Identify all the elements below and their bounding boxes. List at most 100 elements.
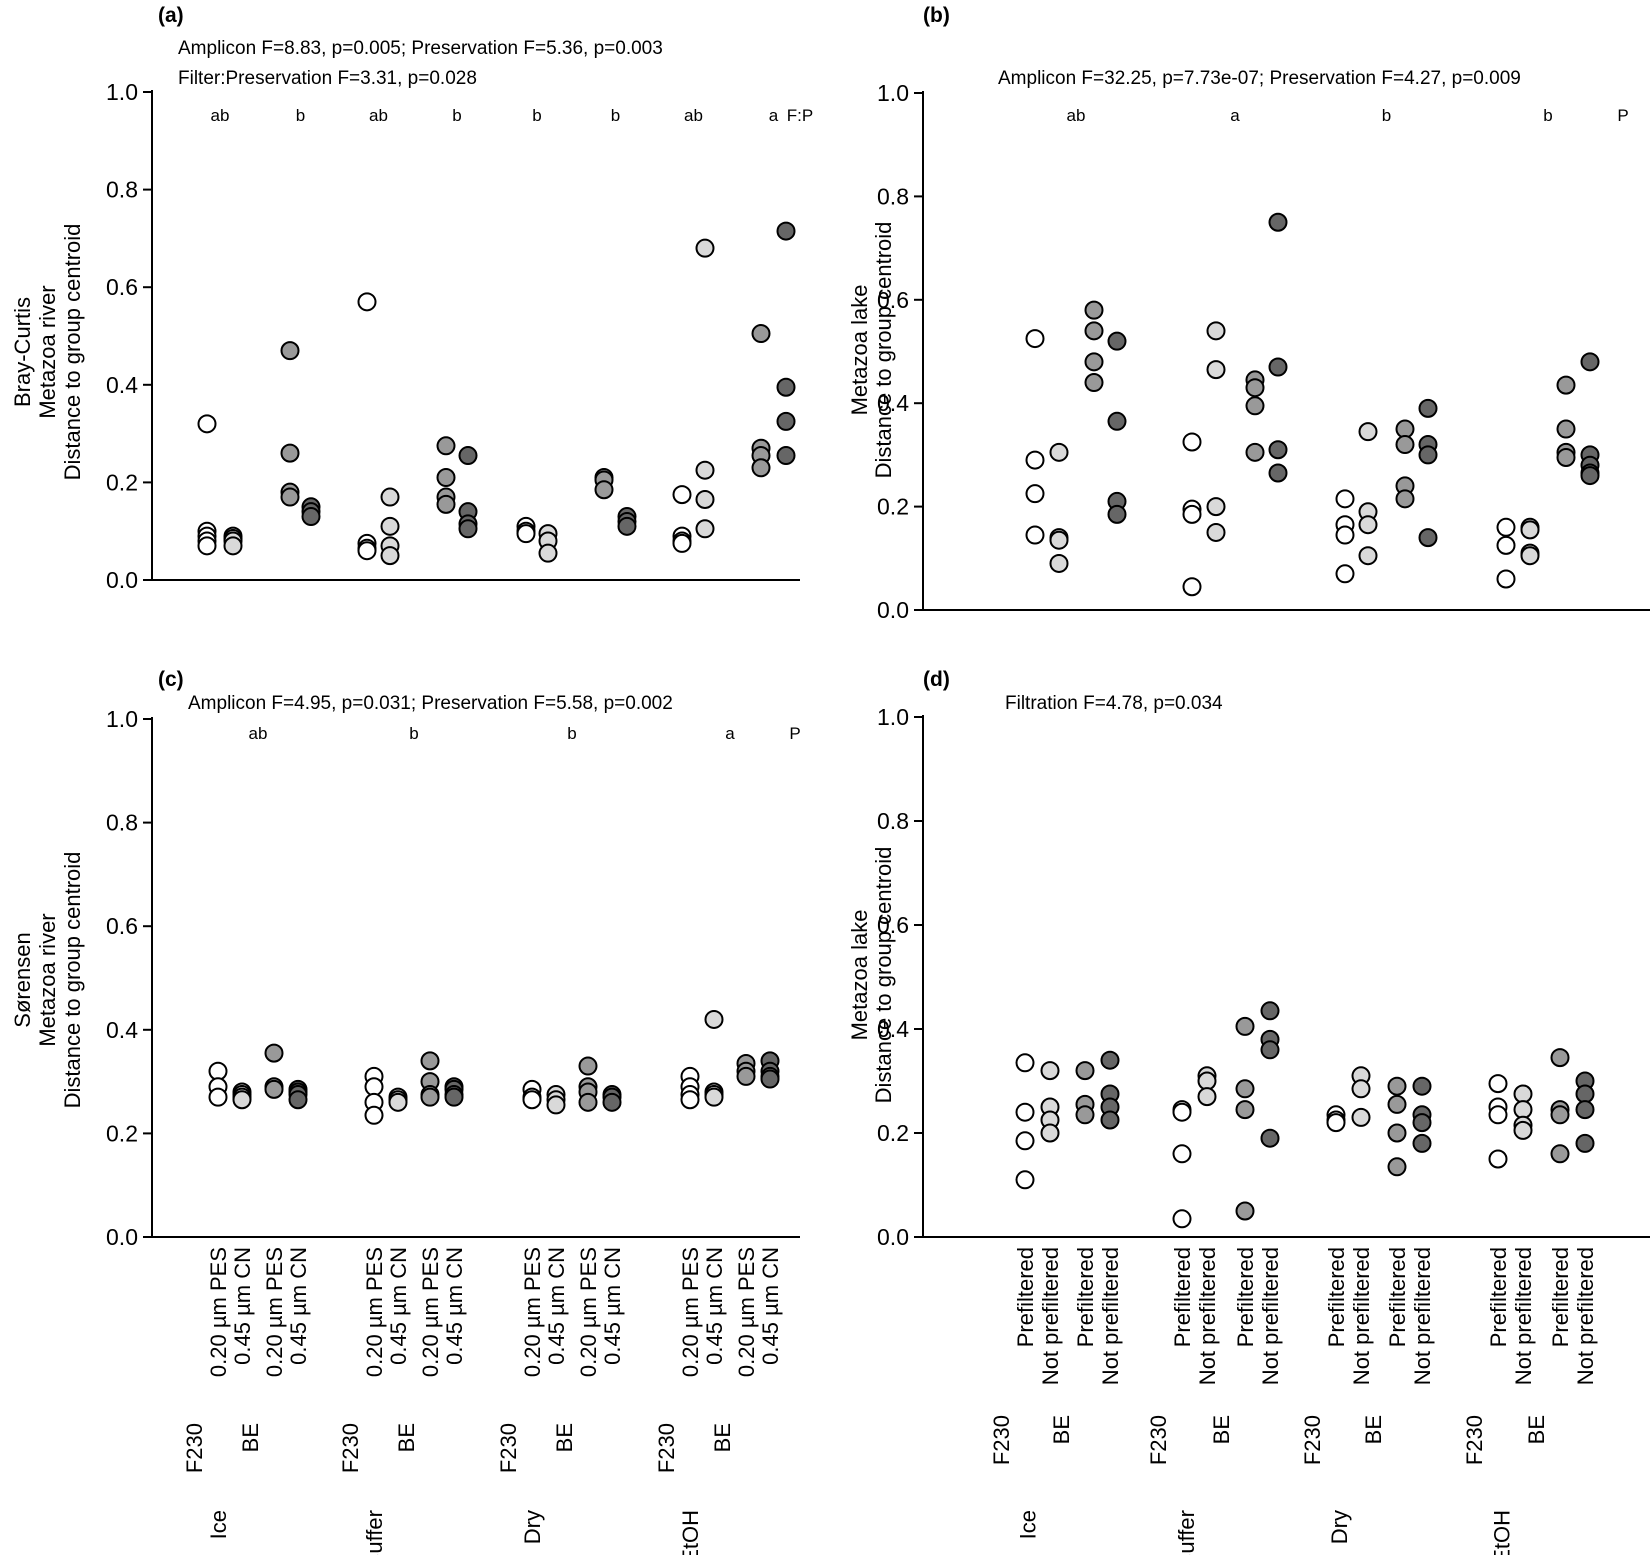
ylabel-a-line3: Distance to group centroid bbox=[60, 224, 85, 481]
y-tick-label-b: 0.2 bbox=[877, 494, 909, 520]
data-point-d-buffer-be-pes bbox=[1235, 1201, 1255, 1221]
data-point-b-buffer-be-pes bbox=[1245, 396, 1265, 416]
data-point-c-etoh-be-cn bbox=[760, 1069, 780, 1089]
x-group-label-d: Ice bbox=[1016, 1510, 1041, 1539]
data-point-d-buffer-f230-cn bbox=[1197, 1087, 1217, 1107]
data-point-d-buffer-be-pes bbox=[1235, 1100, 1255, 1120]
x-category-label-d: Not prefiltered bbox=[1573, 1247, 1598, 1385]
data-point-d-etoh-f230-pes bbox=[1488, 1105, 1508, 1125]
x-amplicon-label-c: BE bbox=[238, 1423, 263, 1452]
x-category-label-c: 0.45 µm CN bbox=[758, 1247, 783, 1365]
data-point-d-dry-f230-cn bbox=[1351, 1079, 1371, 1099]
data-point-d-dry-be-pes bbox=[1387, 1157, 1407, 1177]
ylabel-d-line2: Distance to group centroid bbox=[871, 847, 896, 1104]
data-point-a-dry-f230-pes bbox=[516, 524, 536, 544]
data-point-d-buffer-f230-cn bbox=[1197, 1071, 1217, 1091]
stats-a-line2: Filter:Preservation F=3.31, p=0.028 bbox=[178, 68, 477, 89]
data-point-b-ice-f230-pes bbox=[1025, 525, 1045, 545]
x-category-label-c: 0.45 µm CN bbox=[600, 1247, 625, 1365]
data-point-b-dry-be-pes bbox=[1395, 435, 1415, 455]
data-point-a-etoh-f230-pes bbox=[672, 485, 692, 505]
data-point-d-dry-be-cn bbox=[1412, 1133, 1432, 1153]
data-point-c-dry-f230-cn bbox=[546, 1095, 566, 1115]
data-point-a-buffer-be-cn bbox=[458, 446, 478, 466]
y-tick-label-a: 0.8 bbox=[106, 177, 138, 203]
data-point-c-ice-be-cn bbox=[288, 1090, 308, 1110]
x-category-label-d: Prefiltered bbox=[1073, 1247, 1098, 1347]
y-tick-label-a: 0.6 bbox=[106, 274, 138, 300]
x-category-label-d: Prefiltered bbox=[1486, 1247, 1511, 1347]
data-point-b-ice-be-pes bbox=[1084, 352, 1104, 372]
interaction-letter-c: P bbox=[789, 724, 800, 743]
data-point-c-ice-f230-cn bbox=[232, 1090, 252, 1110]
data-point-b-dry-f230-cn bbox=[1358, 546, 1378, 566]
data-point-d-etoh-f230-cn bbox=[1513, 1120, 1533, 1140]
data-point-d-dry-f230-cn bbox=[1351, 1107, 1371, 1127]
data-point-b-dry-be-cn bbox=[1418, 398, 1438, 418]
data-point-b-buffer-f230-pes bbox=[1182, 504, 1202, 524]
stats-d-line1: Filtration F=4.78, p=0.034 bbox=[1005, 693, 1223, 714]
data-point-d-etoh-be-cn bbox=[1575, 1084, 1595, 1104]
data-point-b-dry-be-cn bbox=[1418, 445, 1438, 465]
data-point-b-ice-be-cn bbox=[1107, 504, 1127, 524]
y-tick-label-d: 0.2 bbox=[877, 1120, 909, 1146]
x-category-label-c: 0.20 µm PES bbox=[678, 1247, 703, 1377]
data-point-b-buffer-be-pes bbox=[1245, 442, 1265, 462]
data-point-a-ice-f230-pes bbox=[197, 414, 217, 434]
x-group-label-c: Buffer bbox=[362, 1510, 387, 1555]
x-category-label-c: 0.20 µm PES bbox=[418, 1247, 443, 1377]
y-tick-label-a: 0.0 bbox=[106, 567, 138, 593]
data-point-c-ice-f230-pes bbox=[208, 1087, 228, 1107]
x-amplicon-label-d: BE bbox=[1524, 1415, 1549, 1444]
data-point-b-buffer-be-pes bbox=[1245, 378, 1265, 398]
data-point-c-buffer-be-pes bbox=[420, 1051, 440, 1071]
ylabel-d-line1: Metazoa lake bbox=[847, 910, 872, 1041]
y-tick-label-a: 1.0 bbox=[106, 79, 138, 105]
data-point-c-buffer-be-pes bbox=[420, 1087, 440, 1107]
x-category-label-d: Not prefiltered bbox=[1349, 1247, 1374, 1385]
y-tick-label-c: 0.0 bbox=[106, 1224, 138, 1250]
data-point-a-etoh-f230-cn bbox=[695, 460, 715, 480]
data-point-d-ice-f230-pes bbox=[1015, 1170, 1035, 1190]
stats-c-line1: Amplicon F=4.95, p=0.031; Preservation F… bbox=[188, 693, 673, 714]
data-point-b-buffer-f230-cn bbox=[1206, 522, 1226, 542]
data-point-d-ice-be-cn bbox=[1100, 1110, 1120, 1130]
data-point-d-ice-be-cn bbox=[1100, 1050, 1120, 1070]
x-category-label-d: Prefiltered bbox=[1233, 1247, 1258, 1347]
significance-letter-a: b bbox=[296, 106, 305, 125]
x-amplicon-label-c: BE bbox=[710, 1423, 735, 1452]
x-category-label-c: 0.20 µm PES bbox=[576, 1247, 601, 1377]
data-point-a-buffer-be-cn bbox=[458, 519, 478, 539]
y-tick-label-a: 0.2 bbox=[106, 469, 138, 495]
x-amplicon-label-c: BE bbox=[552, 1423, 577, 1452]
data-point-d-etoh-f230-pes bbox=[1488, 1074, 1508, 1094]
data-point-a-ice-be-pes bbox=[280, 341, 300, 361]
significance-letter-c: a bbox=[725, 724, 735, 743]
data-point-a-dry-be-pes bbox=[594, 480, 614, 500]
data-point-b-ice-be-pes bbox=[1084, 373, 1104, 393]
data-point-c-dry-be-pes bbox=[578, 1092, 598, 1112]
stats-b-line1: Amplicon F=32.25, p=7.73e-07; Preservati… bbox=[998, 68, 1521, 89]
data-point-d-ice-f230-cn bbox=[1040, 1123, 1060, 1143]
data-point-a-etoh-f230-cn bbox=[695, 489, 715, 509]
data-point-d-dry-f230-pes bbox=[1326, 1113, 1346, 1133]
data-point-d-ice-be-pes bbox=[1075, 1061, 1095, 1081]
data-point-b-buffer-be-cn bbox=[1268, 440, 1288, 460]
data-point-b-buffer-be-cn bbox=[1268, 357, 1288, 377]
data-point-d-buffer-be-pes bbox=[1235, 1016, 1255, 1036]
data-point-b-dry-f230-cn bbox=[1358, 422, 1378, 442]
x-category-label-c: 0.20 µm PES bbox=[362, 1247, 387, 1377]
data-point-b-etoh-be-pes bbox=[1556, 447, 1576, 467]
significance-letter-b: ab bbox=[1067, 106, 1086, 125]
interaction-letter-b: P bbox=[1617, 106, 1628, 125]
data-point-c-dry-be-cn bbox=[602, 1092, 622, 1112]
y-tick-label-c: 0.2 bbox=[106, 1120, 138, 1146]
data-point-a-dry-be-cn bbox=[617, 516, 637, 536]
x-category-label-c: 0.20 µm PES bbox=[262, 1247, 287, 1377]
significance-letter-c: b bbox=[567, 724, 576, 743]
significance-letter-c: ab bbox=[249, 724, 268, 743]
data-point-b-ice-be-pes bbox=[1084, 300, 1104, 320]
y-tick-label-a: 0.4 bbox=[106, 372, 138, 398]
significance-letter-a: ab bbox=[369, 106, 388, 125]
